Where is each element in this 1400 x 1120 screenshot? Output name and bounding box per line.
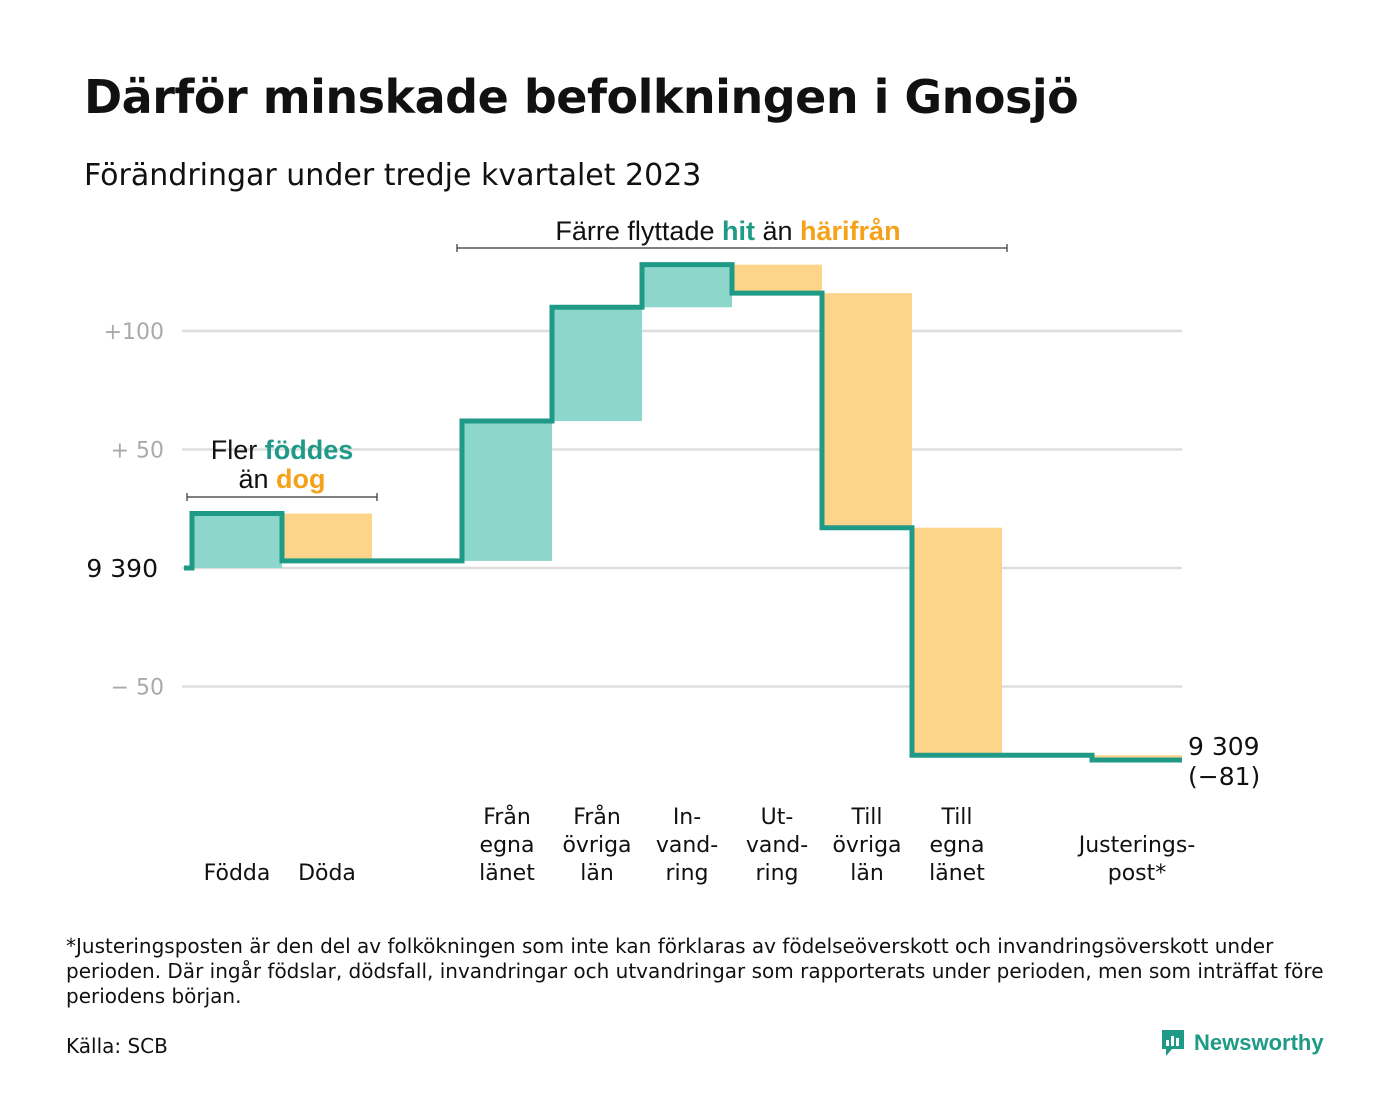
annotation-text: än dog [238,464,325,494]
x-category-label: övriga [562,833,631,858]
increase-bar [192,513,282,568]
increase-bar [642,264,732,308]
x-category-label: vand- [656,833,718,858]
annotation-part: än [755,216,800,246]
annotation-part: Fler [211,435,265,465]
end-value-label: 9 309 [1188,732,1260,761]
x-category-label: Till [940,805,972,830]
x-category-label: Från [483,804,531,830]
x-category-label: länet [929,861,985,886]
x-category-label: Till [850,805,882,830]
bars [192,264,1182,760]
decrease-bar [282,513,372,561]
annotation-text: Färre flyttade hit än härifrån [555,216,900,246]
annotation-part: än [238,464,276,494]
x-category-label: egna [930,833,985,858]
x-category-label: län [580,861,614,886]
increase-bar [552,307,642,422]
y-tick-label: +100 [104,320,164,345]
y-tick-label: + 50 [111,439,164,464]
decrease-bar [822,293,912,528]
annotation-part: Färre flyttade [555,216,722,246]
annotation-text: Fler föddes [211,435,354,465]
cumulative-step-line [184,262,1182,763]
annotation-part: hit [722,216,755,246]
brand-name: Newsworthy [1194,1030,1324,1055]
x-category-label: Från [573,804,621,830]
x-category-label: Döda [298,861,356,886]
grid-lines [182,329,1182,688]
decrease-bar [912,527,1002,756]
footnote: *Justeringsposten är den del av folkökni… [66,934,1324,1008]
x-category-label: Födda [204,861,271,886]
x-category-label: vand- [746,833,808,858]
x-category-label: Justerings- [1077,833,1196,858]
decrease-bar [732,264,822,294]
labels: +100 + 50 − 50 9 390 Födda Döda Från egna länet F… [86,320,1260,886]
x-category-label: egna [480,833,535,858]
waterfall-chart: +100 + 50 − 50 9 390 Födda Döda Från egna länet F… [86,216,1260,886]
x-category-label: post* [1108,861,1167,886]
annotation-part: föddes [265,435,354,465]
x-category-label: Ut- [761,805,794,830]
x-category-label: län [850,861,884,886]
annotation-part: dog [276,464,325,494]
x-category-label: In- [673,805,701,830]
start-value-label: 9 390 [86,554,158,583]
end-change-label: (−81) [1188,762,1260,791]
brand-logo: Newsworthy [1160,1028,1324,1058]
step-line-layer [184,262,1182,763]
chart-subtitle: Förändringar under tredje kvartalet 2023 [84,158,702,193]
x-category-label: länet [479,861,535,886]
chart-title: Därför minskade befolkningen i Gnosjö [84,70,1079,124]
y-tick-label: − 50 [111,676,164,701]
newsworthy-chart-bubble-icon [1162,1030,1184,1056]
x-category-label: ring [665,861,708,886]
x-category-label: ring [755,861,798,886]
increase-bar [462,421,552,561]
x-category-label: övriga [832,833,901,858]
source-note: Källa: SCB [66,1034,168,1058]
annotation-part: härifrån [800,216,901,246]
